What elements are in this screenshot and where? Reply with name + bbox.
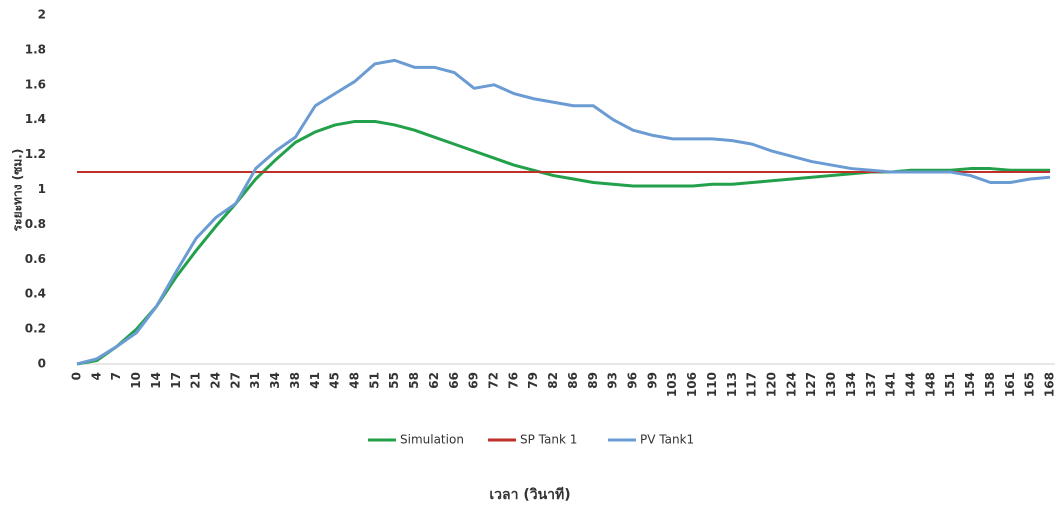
x-tick-label: 165 bbox=[1023, 372, 1037, 397]
y-tick-label: 0.4 bbox=[25, 287, 46, 301]
legend-label: PV Tank1 bbox=[640, 433, 694, 447]
x-tick-label: 51 bbox=[367, 372, 381, 389]
x-tick-label: 151 bbox=[943, 372, 957, 397]
x-tick-label: 124 bbox=[784, 372, 798, 397]
x-tick-label: 24 bbox=[209, 372, 223, 389]
x-tick-label: 130 bbox=[824, 372, 838, 397]
x-tick-label: 120 bbox=[765, 372, 779, 397]
x-tick-label: 96 bbox=[626, 372, 640, 389]
y-tick-label: 0 bbox=[38, 357, 46, 371]
y-tick-label: 1.6 bbox=[25, 77, 46, 91]
x-tick-label: 34 bbox=[268, 372, 282, 389]
series-line bbox=[76, 119, 1050, 366]
x-tick-label: 72 bbox=[487, 372, 501, 389]
x-tick-label: 76 bbox=[506, 372, 520, 389]
x-tick-label: 27 bbox=[228, 372, 242, 389]
x-tick-label: 62 bbox=[427, 372, 441, 389]
x-tick-label: 86 bbox=[566, 372, 580, 389]
x-tick-label: 103 bbox=[665, 372, 679, 397]
x-tick-label: 113 bbox=[725, 372, 739, 397]
x-tick-label: 127 bbox=[804, 372, 818, 397]
series-line bbox=[76, 58, 1051, 366]
y-tick-label: 1.8 bbox=[25, 42, 46, 56]
x-tick-label: 93 bbox=[606, 372, 620, 389]
x-tick-label: 69 bbox=[467, 372, 481, 389]
y-tick-label: 1 bbox=[38, 182, 46, 196]
x-tick-label: 55 bbox=[387, 372, 401, 389]
x-tick-label: 41 bbox=[308, 372, 322, 389]
x-tick-label: 99 bbox=[645, 372, 659, 389]
y-tick-label: 0.6 bbox=[25, 252, 46, 266]
x-tick-label: 31 bbox=[248, 372, 262, 389]
x-tick-label: 137 bbox=[864, 372, 878, 397]
y-tick-label: 0.8 bbox=[25, 217, 46, 231]
x-tick-label: 117 bbox=[745, 372, 759, 397]
y-tick-label: 0.2 bbox=[25, 322, 46, 336]
x-tick-label: 17 bbox=[169, 372, 183, 389]
x-tick-label: 7 bbox=[109, 372, 123, 380]
x-tick-label: 10 bbox=[129, 372, 143, 389]
x-tick-label: 45 bbox=[328, 372, 342, 389]
y-axis-label: ระยะทาง (ซม.) bbox=[11, 149, 25, 232]
x-tick-label: 106 bbox=[685, 372, 699, 397]
y-tick-label: 1.2 bbox=[25, 147, 46, 161]
x-tick-label: 38 bbox=[288, 372, 302, 389]
x-tick-label: 168 bbox=[1043, 372, 1057, 397]
x-tick-label: 110 bbox=[705, 372, 719, 397]
x-tick-label: 48 bbox=[348, 372, 362, 389]
x-tick-label: 79 bbox=[526, 372, 540, 389]
x-tick-label: 66 bbox=[447, 372, 461, 389]
x-tick-label: 134 bbox=[844, 372, 858, 397]
x-tick-label: 89 bbox=[586, 372, 600, 389]
x-tick-label: 21 bbox=[189, 372, 203, 389]
x-tick-label: 141 bbox=[884, 372, 898, 397]
x-tick-label: 58 bbox=[407, 372, 421, 389]
x-tick-label: 82 bbox=[546, 372, 560, 389]
y-tick-label: 2 bbox=[38, 8, 46, 22]
legend-label: SP Tank 1 bbox=[520, 433, 577, 447]
y-tick-label: 1.4 bbox=[25, 112, 46, 126]
x-tick-label: 158 bbox=[983, 372, 997, 397]
x-tick-label: 0 bbox=[70, 372, 84, 380]
x-tick-label: 148 bbox=[923, 372, 937, 397]
x-tick-label: 14 bbox=[149, 372, 163, 389]
x-tick-label: 154 bbox=[963, 372, 977, 397]
x-axis-label: เวลา (วินาที) bbox=[489, 487, 570, 503]
legend-label: Simulation bbox=[400, 433, 464, 447]
x-tick-label: 4 bbox=[89, 372, 103, 380]
x-tick-label: 161 bbox=[1003, 372, 1017, 397]
x-tick-label: 144 bbox=[904, 372, 918, 397]
